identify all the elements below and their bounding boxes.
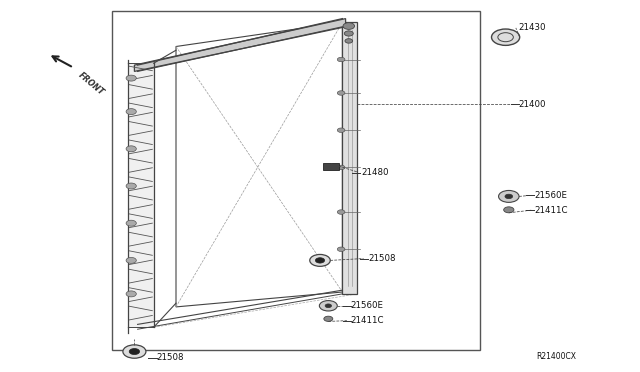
Circle shape (310, 254, 330, 266)
Text: 21480: 21480 (362, 169, 389, 177)
Circle shape (344, 31, 353, 36)
Polygon shape (134, 19, 346, 71)
Circle shape (337, 128, 345, 132)
Bar (342, 22, 357, 294)
Circle shape (126, 291, 136, 297)
Text: 21560E: 21560E (534, 191, 568, 200)
Circle shape (337, 210, 345, 214)
Bar (323, 163, 339, 170)
Circle shape (325, 304, 332, 308)
Circle shape (316, 258, 324, 263)
Circle shape (129, 349, 140, 355)
Text: 21411C: 21411C (534, 206, 568, 215)
Circle shape (337, 57, 345, 62)
Circle shape (505, 194, 513, 199)
Circle shape (337, 165, 345, 170)
Bar (128, 63, 154, 327)
Circle shape (123, 345, 146, 358)
Circle shape (504, 207, 514, 213)
Circle shape (343, 23, 355, 29)
Circle shape (337, 91, 345, 95)
Text: 21400: 21400 (518, 100, 546, 109)
Circle shape (126, 183, 136, 189)
Text: 21508: 21508 (157, 353, 184, 362)
Circle shape (345, 39, 353, 43)
Text: 21411C: 21411C (351, 316, 384, 325)
Text: FRONT: FRONT (77, 71, 106, 97)
Circle shape (337, 247, 345, 251)
Circle shape (319, 301, 337, 311)
Text: 21430: 21430 (518, 23, 546, 32)
Polygon shape (176, 22, 342, 307)
Circle shape (492, 29, 520, 45)
Circle shape (126, 257, 136, 263)
Text: 21508: 21508 (368, 254, 396, 263)
Circle shape (126, 220, 136, 226)
Text: R21400CX: R21400CX (536, 352, 576, 361)
Circle shape (499, 190, 519, 202)
Circle shape (126, 146, 136, 152)
Circle shape (324, 316, 333, 321)
Text: 21560E: 21560E (351, 301, 384, 310)
Bar (112, 11, 480, 350)
Circle shape (126, 109, 136, 115)
Circle shape (126, 75, 136, 81)
